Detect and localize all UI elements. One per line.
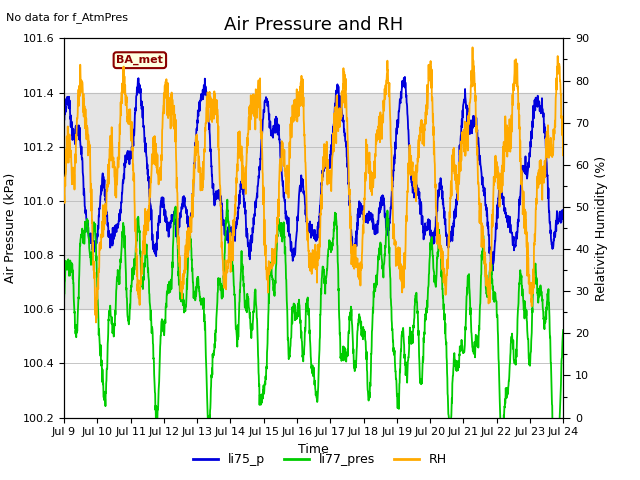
Y-axis label: Air Pressure (kPa): Air Pressure (kPa) xyxy=(4,173,17,283)
Title: Air Pressure and RH: Air Pressure and RH xyxy=(224,16,403,34)
Legend: li75_p, li77_pres, RH: li75_p, li77_pres, RH xyxy=(188,448,452,471)
Text: No data for f_AtmPres: No data for f_AtmPres xyxy=(6,12,129,23)
Text: BA_met: BA_met xyxy=(116,55,163,65)
Bar xyxy=(64,93,563,309)
Y-axis label: Relativity Humidity (%): Relativity Humidity (%) xyxy=(595,156,608,300)
X-axis label: Time: Time xyxy=(298,443,329,456)
